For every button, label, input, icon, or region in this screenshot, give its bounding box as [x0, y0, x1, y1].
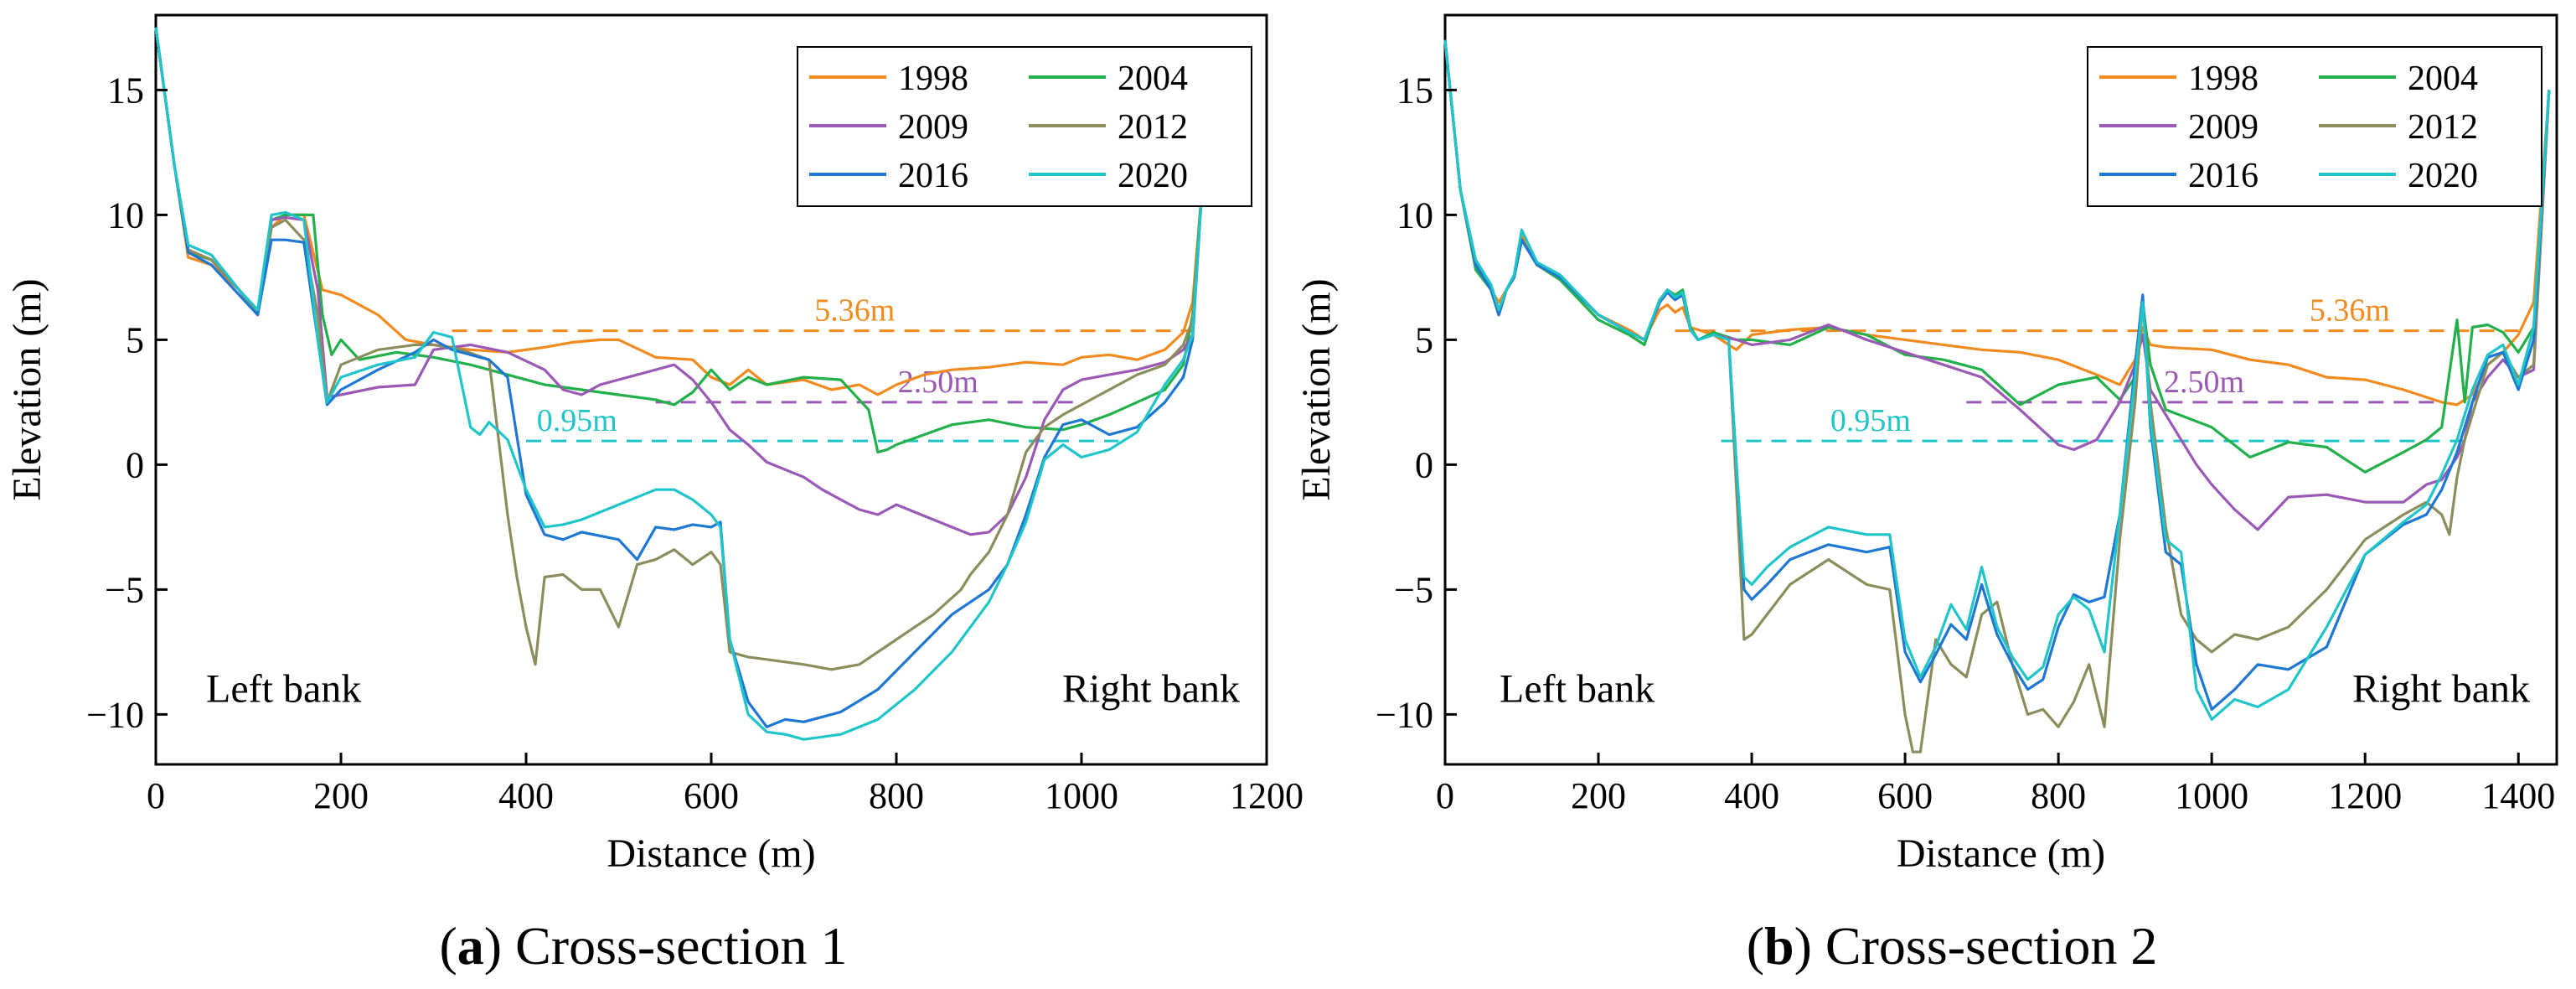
y-tick-label: −5	[105, 569, 144, 610]
caption-b: (b) Cross-section 2	[1747, 916, 2158, 976]
reference-line-label: 2.50m	[898, 365, 978, 400]
reference-line-label: 5.36m	[2310, 293, 2390, 329]
axis-ticks-a: 0 200 400 600 800 1000 1200 −10 −5 0 5 10 15	[86, 70, 1303, 816]
y-tick-label: 10	[1396, 194, 1433, 236]
chart-panel-a: 5.36m 2.50m 0.95m 0 200 400 600 800 1000 1200 −10…	[5, 13, 1303, 976]
y-tick-label: 5	[126, 319, 144, 360]
right-bank-label: Right bank	[2352, 667, 2530, 712]
legend-label: 2004	[1118, 60, 1188, 98]
x-axis-label: Distance (m)	[607, 831, 815, 876]
x-tick-label: 1000	[1045, 775, 1118, 816]
reference-lines-b: 5.36m 2.50m 0.95m	[1675, 293, 2519, 443]
x-tick-label: 1400	[2481, 775, 2555, 816]
axis-ticks-b: 0 200 400 600 800 1000 1200 1400 −10 −5 0 5 10 15	[1376, 70, 2555, 816]
y-axis-label: Elevation (m)	[1294, 278, 1339, 500]
x-tick-label: 800	[869, 775, 924, 816]
y-tick-label: −10	[86, 694, 144, 735]
y-tick-label: 0	[1415, 444, 1433, 485]
caption-text: ) Cross-section 2	[1794, 916, 2158, 976]
y-tick-label: 15	[107, 70, 144, 111]
plot-frame-b	[1443, 13, 2558, 766]
y-axis-label: Elevation (m)	[5, 278, 49, 500]
y-tick-label: 15	[1396, 70, 1433, 111]
legend-label: 2016	[898, 157, 968, 195]
caption-text: ) Cross-section 1	[484, 916, 848, 976]
legend-a: 1998 2004 2009 2012 2016 2020	[797, 46, 1252, 207]
legend-b: 1998 2004 2009 2012 2016 2020	[2087, 46, 2542, 207]
left-bank-label: Left bank	[1500, 667, 1655, 712]
series-line-2012	[154, 27, 1236, 671]
y-tick-label: 5	[1415, 319, 1433, 360]
x-tick-label: 800	[2031, 775, 2086, 816]
legend-label: 2012	[2408, 108, 2478, 147]
x-tick-label: 200	[313, 775, 369, 816]
reference-line-label: 5.36m	[814, 293, 895, 329]
series-lines-a	[154, 27, 1236, 741]
legend-label: 2020	[1118, 157, 1188, 195]
chart-panel-b: 5.36m 2.50m 0.95m 0 200 400 600 800 1000 1200 140…	[1294, 13, 2558, 976]
x-tick-label: 200	[1571, 775, 1626, 816]
x-tick-label: 0	[147, 775, 165, 816]
x-tick-label: 0	[1436, 775, 1454, 816]
legend-label: 2004	[2408, 60, 2478, 98]
series-line-2020	[1443, 39, 2551, 722]
legend-label: 1998	[2188, 60, 2259, 98]
caption-letter: a	[457, 916, 484, 976]
legend-label: 1998	[898, 60, 968, 98]
x-tick-label: 1200	[1230, 775, 1303, 816]
y-tick-label: −5	[1394, 569, 1433, 610]
x-tick-label: 600	[684, 775, 739, 816]
left-bank-label: Left bank	[206, 667, 361, 712]
legend-label: 2009	[898, 108, 968, 147]
x-tick-label: 1200	[2328, 775, 2402, 816]
legend-label: 2009	[2188, 108, 2259, 147]
x-tick-label: 400	[1724, 775, 1779, 816]
series-line-2020	[154, 27, 1236, 741]
series-lines-b	[1443, 39, 2551, 753]
legend-label: 2016	[2188, 157, 2259, 195]
x-tick-label: 600	[1877, 775, 1933, 816]
caption-a: (a) Cross-section 1	[439, 916, 847, 976]
legend-label: 2012	[1118, 108, 1188, 147]
reference-lines-a: 5.36m 2.50m 0.95m	[452, 293, 1193, 443]
y-tick-label: −10	[1376, 694, 1433, 735]
reference-line-label: 0.95m	[1830, 403, 1911, 438]
x-tick-label: 1000	[2175, 775, 2248, 816]
reference-line-label: 0.95m	[537, 403, 617, 438]
y-tick-label: 10	[107, 194, 144, 236]
y-tick-label: 0	[126, 444, 144, 485]
x-axis-label: Distance (m)	[1897, 831, 2105, 876]
legend-label: 2020	[2408, 157, 2478, 195]
caption-letter: b	[1764, 916, 1794, 976]
right-bank-label: Right bank	[1062, 667, 1240, 712]
x-tick-label: 400	[498, 775, 554, 816]
reference-line-label: 2.50m	[2164, 365, 2244, 400]
